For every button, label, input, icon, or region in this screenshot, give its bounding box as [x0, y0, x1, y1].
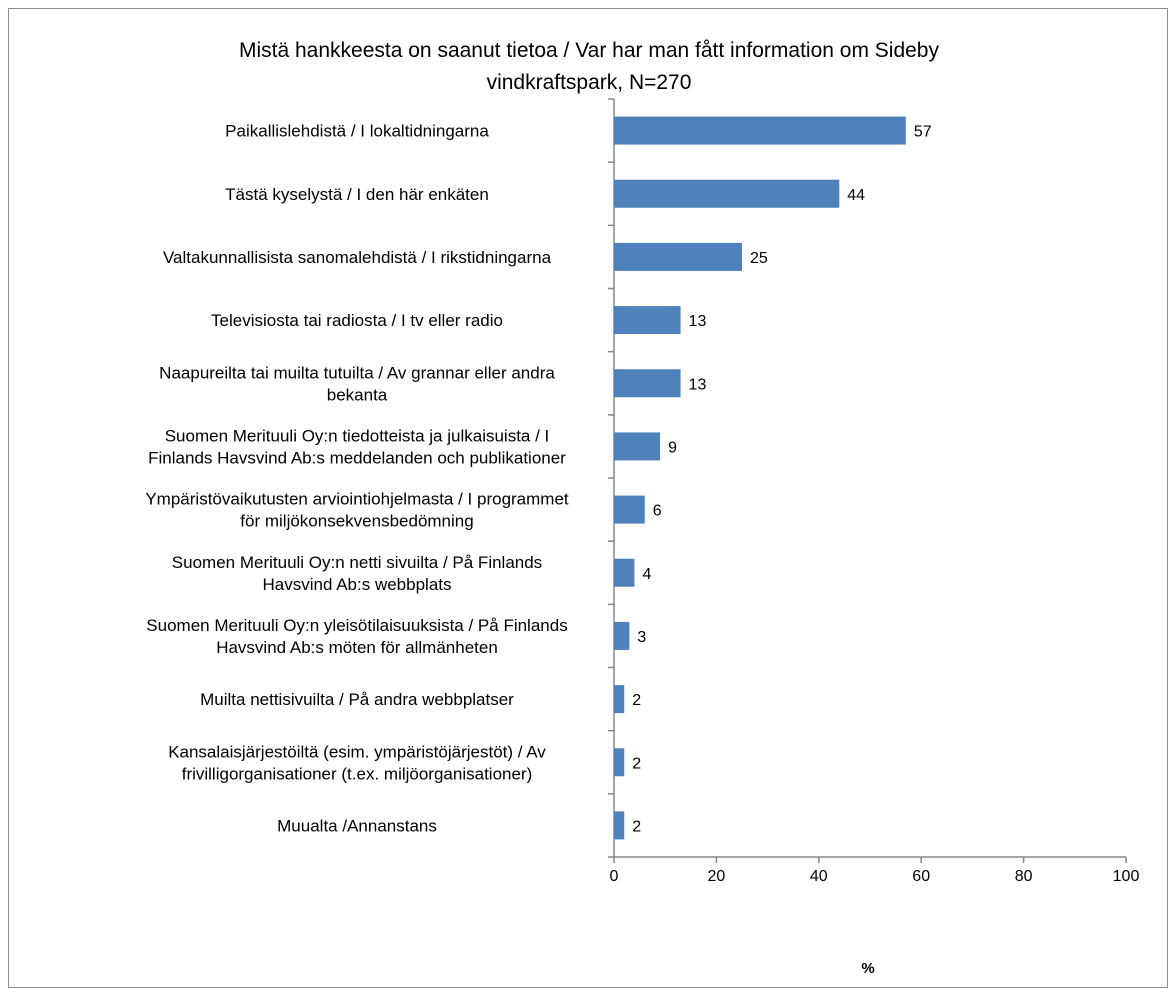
data-label: 25 — [750, 250, 768, 267]
data-label: 6 — [653, 503, 662, 520]
category-label: Havsvind Ab:s webbplats — [263, 575, 452, 594]
bar — [614, 369, 681, 398]
bar — [614, 558, 635, 587]
chart-frame: Mistä hankkeesta on saanut tietoa / Var … — [8, 8, 1168, 988]
bar — [614, 685, 625, 714]
x-tick-label: 20 — [708, 868, 726, 885]
data-label: 13 — [689, 313, 707, 330]
data-label: 3 — [637, 629, 646, 646]
category-label: Kansalaisjärjestöiltä (esim. ympäristöjä… — [168, 742, 546, 761]
chart-title: Mistä hankkeesta on saanut tietoa / Var … — [239, 39, 939, 94]
category-label: för miljökonsekvensbedömning — [240, 512, 473, 531]
category-label: bekanta — [327, 385, 388, 404]
bar — [614, 748, 625, 777]
category-label: Tästä kyselystä / I den här enkäten — [225, 185, 489, 204]
bar — [614, 179, 840, 208]
category-label: Suomen Merituuli Oy:n netti sivuilta / P… — [172, 553, 542, 572]
category-label: Televisiosta tai radiosta / I tv eller r… — [211, 311, 503, 330]
bar — [614, 432, 661, 461]
bar — [614, 621, 630, 650]
category-label: Naapureilta tai muilta tutuilta / Av gra… — [159, 363, 555, 382]
data-label: 13 — [689, 376, 707, 393]
category-label: Muilta nettisivuilta / På andra webbplat… — [200, 690, 514, 709]
data-label: 9 — [668, 439, 677, 456]
data-label: 4 — [642, 566, 651, 583]
plot-area: 0 20 40 60 80 100% 57 Paikallislehdistä / I lok… — [145, 98, 1140, 977]
x-tick-label: 80 — [1015, 868, 1033, 885]
bar — [614, 811, 625, 840]
category-label: Havsvind Ab:s möten för allmänheten — [216, 638, 498, 657]
x-tick-label: 100 — [1113, 868, 1140, 885]
data-label: 57 — [914, 124, 932, 141]
category-label: Suomen Merituuli Oy:n yleisötilaisuuksis… — [146, 616, 567, 635]
x-axis-label: % — [861, 960, 874, 977]
category-label: Valtakunnallisista sanomalehdistä / I ri… — [163, 248, 552, 267]
category-label: Finlands Havsvind Ab:s meddelanden och p… — [148, 448, 566, 467]
bar — [614, 116, 906, 145]
data-label: 2 — [632, 692, 641, 709]
x-tick-label: 40 — [810, 868, 828, 885]
category-label: frivilligorganisationer (t.ex. miljöorga… — [182, 764, 533, 783]
category-label: Paikallislehdistä / I lokaltidningarna — [225, 122, 489, 141]
category-label: Ympäristövaikutusten arviointiohjelmasta… — [145, 490, 569, 509]
category-label: Suomen Merituuli Oy:n tiedotteista ja ju… — [165, 426, 550, 445]
x-tick-label: 60 — [912, 868, 930, 885]
category-label: Muualta /Annanstans — [277, 816, 437, 835]
x-tick-label: 0 — [610, 868, 619, 885]
data-label: 44 — [847, 187, 865, 204]
data-label: 2 — [632, 755, 641, 772]
bar — [614, 306, 681, 335]
data-label: 2 — [632, 818, 641, 835]
bar — [614, 242, 742, 271]
bar — [614, 495, 645, 524]
